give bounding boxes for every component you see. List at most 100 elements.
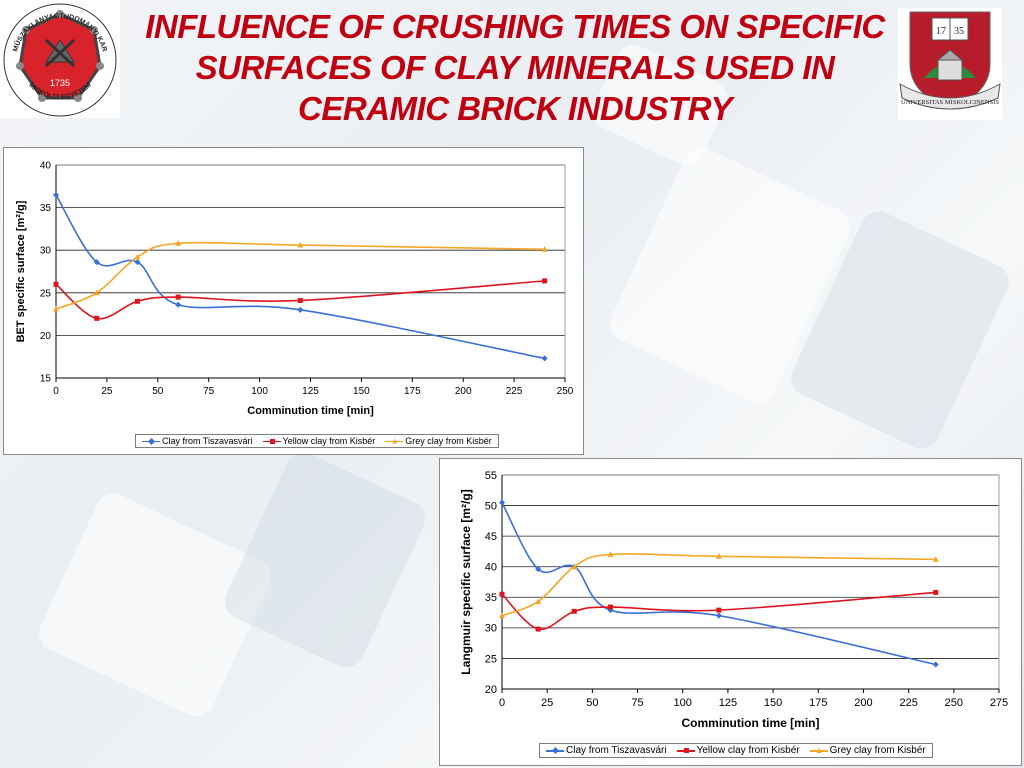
legend-label: Clay from Tiszavasvári bbox=[162, 436, 253, 446]
data-point bbox=[932, 556, 939, 562]
data-point bbox=[53, 281, 59, 287]
chart-legend: Clay from Tiszavasvári Yellow clay from … bbox=[135, 434, 499, 448]
plot-area bbox=[501, 474, 1000, 690]
red-square-icon bbox=[676, 746, 695, 755]
y-tick-label: 30 bbox=[40, 246, 52, 257]
legend-item-tiszavasvari: Clay from Tiszavasvári bbox=[546, 745, 667, 756]
data-point bbox=[535, 626, 541, 632]
x-tick-label: 0 bbox=[53, 386, 59, 397]
langmuir-chart: 20 25 30 35 40 45 50 55 0 25 50 75 100 125 150 175 200 22… bbox=[459, 470, 1008, 730]
university-crest: 17 35 UNIVERSITAS MISKOLCINENSIS bbox=[898, 8, 1002, 120]
legend-item-grey-clay: Grey clay from Kisbér bbox=[809, 745, 926, 756]
red-square-icon bbox=[262, 437, 281, 446]
data-point bbox=[297, 241, 304, 248]
faculty-logo: 1735 MŰSZAKI ANYAGTUDOMÁNYI KAR MISKOLCI… bbox=[0, 0, 120, 118]
data-point bbox=[134, 259, 141, 266]
legend-label: Yellow clay from Kisbér bbox=[282, 436, 376, 446]
data-point bbox=[175, 301, 182, 308]
x-tick-label: 175 bbox=[809, 697, 827, 709]
y-tick-label: 35 bbox=[485, 592, 497, 604]
data-point bbox=[93, 259, 100, 266]
y-tick-label: 20 bbox=[485, 684, 497, 696]
x-tick-label: 275 bbox=[990, 697, 1008, 709]
data-point bbox=[607, 551, 614, 557]
data-point bbox=[541, 355, 548, 362]
x-tick-label: 200 bbox=[854, 697, 872, 709]
svg-text:35: 35 bbox=[954, 26, 964, 37]
y-axis-label: Langmuir specific surface [m²/g] bbox=[459, 489, 473, 674]
x-tick-label: 150 bbox=[353, 386, 370, 397]
x-tick-label: 250 bbox=[557, 386, 574, 397]
y-axis-label: BET specific surface [m²/g] bbox=[15, 200, 27, 342]
x-tick-label: 25 bbox=[541, 697, 553, 709]
legend-item-yellow-clay: Yellow clay from Kisbér bbox=[676, 745, 800, 756]
data-point bbox=[297, 306, 304, 313]
data-point bbox=[535, 566, 542, 573]
data-point bbox=[499, 612, 505, 619]
x-tick-label: 100 bbox=[674, 697, 692, 709]
data-point bbox=[175, 294, 181, 300]
langmuir-chart-panel: 20 25 30 35 40 45 50 55 0 25 50 75 100 125 150 175 200 22… bbox=[439, 458, 1022, 766]
y-tick-label: 50 bbox=[485, 500, 497, 512]
legend-item-yellow-clay: Yellow clay from Kisbér bbox=[262, 436, 376, 446]
data-point bbox=[542, 278, 548, 284]
y-tick-label: 25 bbox=[40, 288, 52, 299]
x-tick-label: 125 bbox=[302, 386, 319, 397]
data-point bbox=[499, 499, 505, 506]
data-point bbox=[53, 305, 59, 312]
data-point bbox=[716, 607, 722, 613]
series-line-1 bbox=[55, 194, 545, 360]
y-tick-label: 25 bbox=[485, 653, 497, 665]
data-point bbox=[571, 608, 577, 614]
series-line-3 bbox=[501, 553, 936, 617]
data-point bbox=[297, 297, 303, 303]
x-axis-label: Comminution time [min] bbox=[682, 716, 820, 730]
legend-item-grey-clay: Grey clay from Kisbér bbox=[385, 436, 492, 446]
x-tick-label: 50 bbox=[152, 386, 164, 397]
bet-chart: 15 20 25 30 35 40 0 25 50 75 100 125 150 175 200 225 250… bbox=[15, 161, 574, 418]
data-point bbox=[607, 604, 613, 610]
x-tick-label: 75 bbox=[631, 697, 643, 709]
svg-text:1735: 1735 bbox=[50, 78, 70, 88]
x-tick-label: 25 bbox=[101, 386, 113, 397]
legend-label: Yellow clay from Kisbér bbox=[696, 745, 800, 756]
x-tick-label: 250 bbox=[945, 697, 963, 709]
background-crystal bbox=[218, 446, 432, 674]
orange-triangle-icon bbox=[385, 437, 404, 446]
data-point bbox=[535, 598, 542, 604]
data-point bbox=[93, 289, 100, 296]
data-point bbox=[541, 246, 548, 252]
bet-chart-panel: 15 20 25 30 35 40 0 25 50 75 100 125 150 175 200 225 250… bbox=[3, 147, 584, 455]
legend-label: Grey clay from Kisbér bbox=[405, 436, 492, 446]
page-title: INFLUENCE OF CRUSHING TIMES ON SPECIFIC … bbox=[145, 8, 885, 127]
data-point bbox=[53, 191, 59, 198]
legend-label: Clay from Tiszavasvári bbox=[566, 745, 667, 756]
y-tick-label: 30 bbox=[485, 623, 497, 635]
data-point bbox=[175, 240, 182, 246]
series-line-1 bbox=[501, 502, 936, 666]
blue-diamond-icon bbox=[142, 437, 160, 446]
legend-label: Grey clay from Kisbér bbox=[829, 745, 926, 756]
data-point bbox=[134, 298, 140, 304]
x-tick-label: 0 bbox=[499, 697, 505, 709]
data-point bbox=[571, 563, 578, 570]
x-tick-label: 225 bbox=[899, 697, 917, 709]
x-tick-label: 200 bbox=[455, 386, 472, 397]
y-tick-label: 40 bbox=[40, 161, 52, 172]
legend-item-tiszavasvari: Clay from Tiszavasvári bbox=[142, 436, 253, 446]
y-tick-label: 15 bbox=[40, 374, 52, 385]
y-tick-label: 45 bbox=[485, 531, 497, 543]
chart-legend: Clay from Tiszavasvári Yellow clay from … bbox=[539, 743, 933, 758]
data-point bbox=[933, 589, 939, 595]
x-tick-label: 225 bbox=[506, 386, 523, 397]
data-point bbox=[499, 591, 505, 597]
x-tick-label: 150 bbox=[764, 697, 782, 709]
x-axis-label: Comminution time [min] bbox=[247, 405, 374, 417]
data-point bbox=[715, 612, 722, 619]
svg-text:UNIVERSITAS MISKOLCINENSIS: UNIVERSITAS MISKOLCINENSIS bbox=[901, 99, 999, 106]
data-point bbox=[932, 661, 939, 668]
y-tick-label: 35 bbox=[40, 203, 52, 214]
orange-triangle-icon bbox=[809, 746, 828, 755]
x-tick-label: 50 bbox=[586, 697, 598, 709]
x-tick-label: 100 bbox=[251, 386, 268, 397]
